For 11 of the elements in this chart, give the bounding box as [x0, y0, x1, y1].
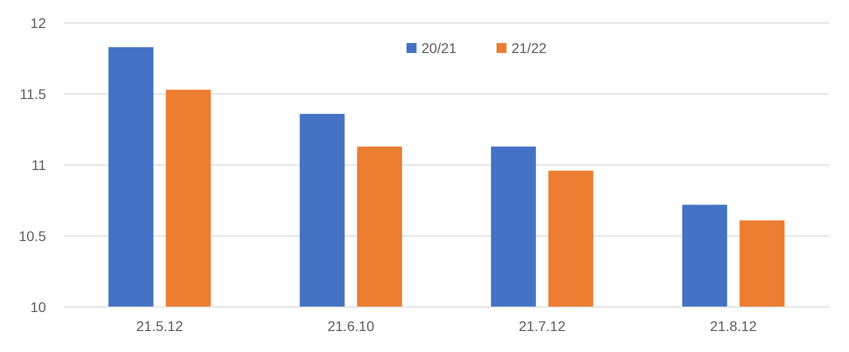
x-tick-label: 21.7.12: [518, 318, 566, 334]
y-tick-label: 11: [31, 156, 46, 173]
x-tick-label: 21.6.10: [328, 318, 374, 334]
legend-label: 21/22: [512, 40, 547, 56]
y-tick-label: 10.5: [18, 228, 46, 244]
legend-label: 20/21: [422, 40, 457, 56]
y-tick-label: 12: [30, 14, 46, 31]
y-tick-label: 11.5: [20, 86, 46, 102]
y-tick-label: 10: [30, 298, 46, 315]
x-tick-label: 21.5.12: [136, 318, 184, 334]
x-tick-label: 21.8.12: [710, 318, 757, 334]
